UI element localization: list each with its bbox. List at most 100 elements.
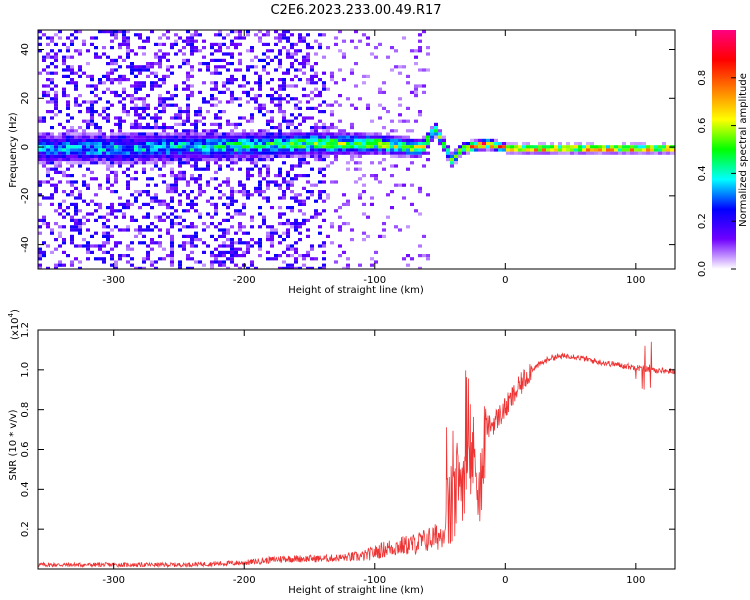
heatmap-cell: [282, 132, 286, 136]
heatmap-cell: [406, 148, 410, 152]
heatmap-cell: [266, 142, 270, 146]
heatmap-cell: [470, 138, 474, 142]
heatmap-cell: [78, 222, 82, 226]
heatmap-cell: [154, 84, 158, 88]
heatmap-cell: [246, 167, 250, 171]
heatmap-cell: [162, 33, 166, 37]
heatmap-cell: [138, 81, 142, 85]
heatmap-cell: [138, 142, 142, 146]
heatmap-cell: [630, 145, 634, 149]
heatmap-cell: [86, 122, 90, 126]
heatmap-cell: [266, 145, 270, 149]
heatmap-cell: [110, 142, 114, 146]
heatmap-cell: [114, 263, 118, 267]
heatmap-cell: [274, 126, 278, 130]
heatmap-cell: [298, 145, 302, 149]
heatmap-cell: [78, 154, 82, 158]
heatmap-cell: [278, 33, 282, 37]
heatmap-cell: [394, 151, 398, 155]
heatmap-cell: [218, 154, 222, 158]
heatmap-cell: [118, 154, 122, 158]
heatmap-cell: [206, 167, 210, 171]
heatmap-cell: [362, 190, 366, 194]
heatmap-cell: [178, 161, 182, 165]
heatmap-cell: [170, 238, 174, 242]
heatmap-cell: [166, 202, 170, 206]
heatmap-cell: [174, 148, 178, 152]
heatmap-cell: [282, 266, 286, 269]
heatmap-cell: [290, 138, 294, 142]
heatmap-cell: [286, 68, 290, 72]
heatmap-cell: [202, 148, 206, 152]
heatmap-cell: [118, 132, 122, 136]
heatmap-cell: [334, 151, 338, 155]
heatmap-cell: [318, 132, 322, 136]
heatmap-cell: [198, 167, 202, 171]
heatmap-cell: [346, 202, 350, 206]
heatmap-cell: [178, 170, 182, 174]
heatmap-cell: [318, 142, 322, 146]
heatmap-cell: [134, 74, 138, 78]
heatmap-cell: [170, 196, 174, 200]
heatmap-cell: [238, 52, 242, 56]
heatmap-cell: [178, 154, 182, 158]
heatmap-cell: [242, 231, 246, 235]
heatmap-cell: [154, 145, 158, 149]
heatmap-cell: [70, 158, 74, 162]
heatmap-cell: [298, 193, 302, 197]
heatmap-cell: [306, 218, 310, 222]
heatmap-cell: [350, 151, 354, 155]
heatmap-cell: [106, 164, 110, 168]
heatmap-cell: [122, 103, 126, 107]
heatmap-cell: [306, 254, 310, 258]
heatmap-cell: [118, 254, 122, 258]
heatmap-cell: [158, 126, 162, 130]
heatmap-cell: [154, 266, 158, 269]
heatmap-cell: [134, 68, 138, 72]
heatmap-cell: [278, 167, 282, 171]
heatmap-cell: [74, 257, 78, 261]
heatmap-cell: [338, 30, 342, 34]
heatmap-cell: [342, 250, 346, 254]
heatmap-cell: [338, 49, 342, 53]
heatmap-cell: [94, 158, 98, 162]
heatmap-cell: [130, 71, 134, 75]
heatmap-cell: [318, 78, 322, 82]
heatmap-cell: [434, 126, 438, 130]
heatmap-cell: [138, 154, 142, 158]
heatmap-cell: [562, 151, 566, 155]
heatmap-cell: [122, 148, 126, 152]
heatmap-cell: [486, 145, 490, 149]
heatmap-cell: [322, 142, 326, 146]
heatmap-cell: [290, 206, 294, 210]
heatmap-cell: [42, 94, 46, 98]
heatmap-cell: [298, 164, 302, 168]
heatmap-cell: [146, 161, 150, 165]
heatmap-cell: [306, 33, 310, 37]
heatmap-cell: [254, 158, 258, 162]
heatmap-cell: [430, 138, 434, 142]
heatmap-cell: [342, 138, 346, 142]
heatmap-cell: [230, 62, 234, 66]
heatmap-cell: [422, 142, 426, 146]
heatmap-cell: [306, 148, 310, 152]
heatmap-cell: [354, 138, 358, 142]
heatmap-cell: [74, 36, 78, 40]
heatmap-cell: [126, 158, 130, 162]
heatmap-cell: [306, 100, 310, 104]
heatmap-cell: [142, 46, 146, 50]
heatmap-cell: [126, 46, 130, 50]
heatmap-cell: [234, 161, 238, 165]
heatmap-cell: [50, 97, 54, 101]
heatmap-cell: [654, 145, 658, 149]
heatmap-cell: [298, 122, 302, 126]
heatmap-cell: [322, 145, 326, 149]
heatmap-cell: [214, 238, 218, 242]
heatmap-cell: [354, 151, 358, 155]
heatmap-cell: [322, 266, 326, 269]
heatmap-cell: [130, 164, 134, 168]
heatmap-cell: [430, 129, 434, 133]
heatmap-cell: [158, 132, 162, 136]
heatmap-cell: [202, 250, 206, 254]
heatmap-cell: [114, 68, 118, 72]
